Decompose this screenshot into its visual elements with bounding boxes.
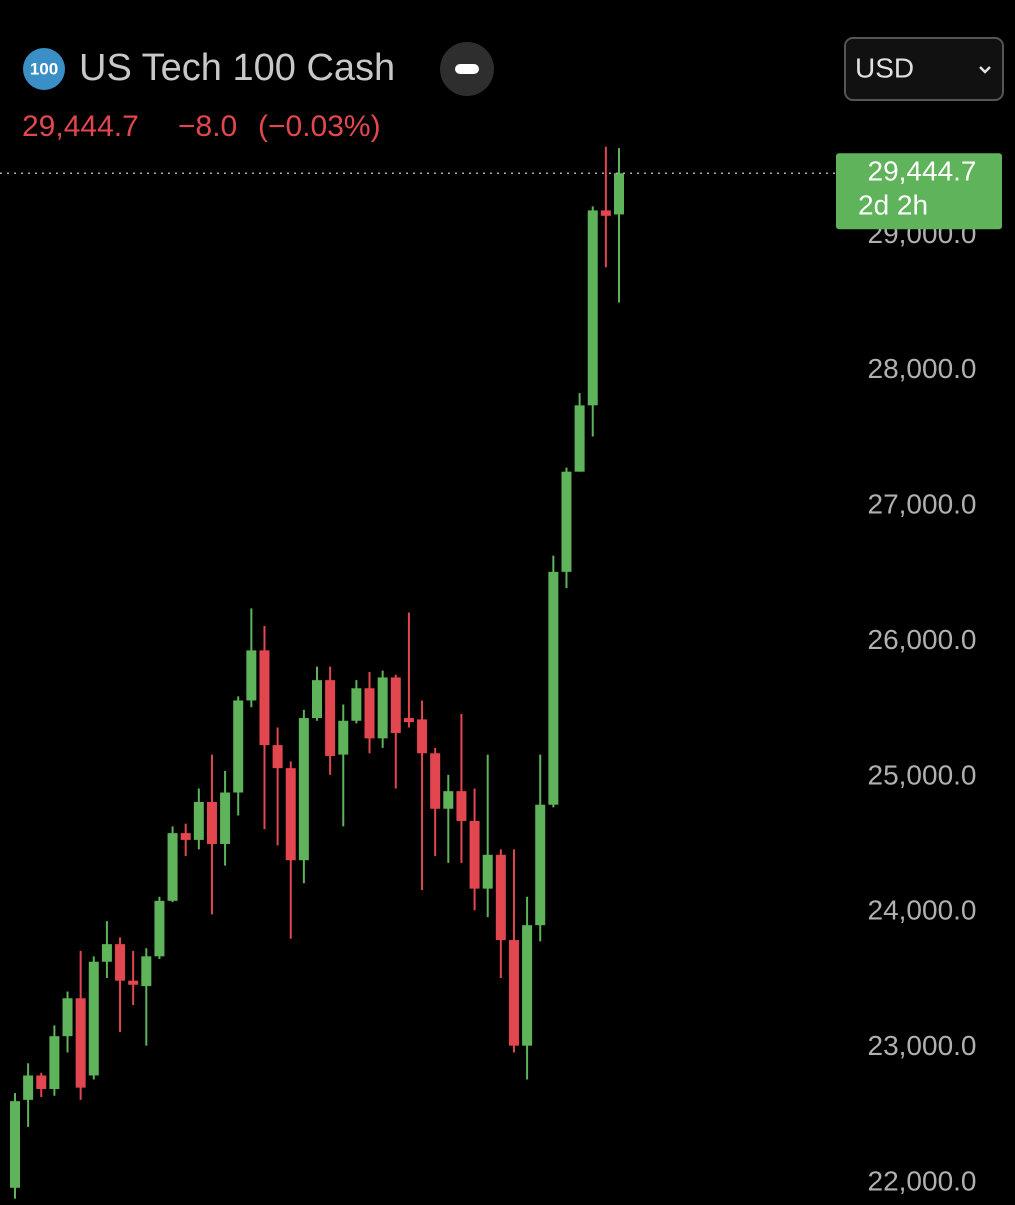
candle-body — [75, 998, 86, 1088]
candle-body — [101, 944, 112, 962]
currency-text: USD — [855, 52, 914, 83]
candle-body — [351, 688, 362, 721]
candle-body — [390, 677, 401, 733]
badge — [23, 48, 65, 90]
y-tick-label: 23,000.0 — [868, 1030, 977, 1061]
candle-body — [403, 718, 414, 723]
candle-body — [220, 792, 231, 844]
candle-body — [141, 956, 152, 987]
candle-body — [600, 210, 611, 216]
minus-icon — [455, 64, 479, 74]
price-tag — [836, 153, 1002, 230]
candle-body — [574, 405, 585, 472]
candle-body — [154, 900, 165, 957]
y-tick-label: 24,000.0 — [868, 895, 977, 926]
candle-body — [417, 719, 428, 754]
candle-body — [285, 768, 296, 861]
candle-body — [206, 801, 217, 844]
candle-body — [180, 833, 191, 840]
candle-body — [469, 820, 480, 889]
y-tick-label: 26,000.0 — [868, 624, 977, 655]
y-tick-label: 22,000.0 — [868, 1165, 977, 1196]
candle-body — [10, 1101, 20, 1188]
candle-body — [587, 210, 598, 406]
candle-body — [456, 791, 467, 821]
candle-body — [495, 854, 506, 941]
candle-body — [193, 801, 204, 840]
candle-body — [535, 804, 546, 926]
candle-body — [364, 688, 375, 739]
badge-text: 100 — [30, 59, 58, 78]
candle-body — [430, 753, 441, 809]
candle-body — [88, 961, 99, 1076]
candle-body — [561, 471, 572, 572]
quote-change-pct: (−0.03%) — [258, 110, 381, 143]
candle-body — [49, 1036, 60, 1089]
candle-body — [508, 940, 519, 1046]
y-tick-label: 28,000.0 — [868, 353, 977, 384]
candle-body — [338, 720, 349, 755]
quote-change: −8.0 — [178, 110, 237, 143]
price-tag-timer: 2d 2h — [858, 190, 928, 221]
currency-select[interactable] — [844, 37, 1004, 101]
candle-body — [246, 650, 257, 701]
candle-body — [36, 1075, 47, 1089]
candle-body — [167, 833, 178, 901]
candle-body — [377, 677, 388, 739]
candle-body — [548, 571, 559, 805]
candle-body — [298, 718, 309, 861]
candle-body — [128, 980, 139, 985]
dropdown-chevron — [979, 66, 991, 74]
candle-body — [23, 1075, 34, 1100]
candle-body — [115, 944, 126, 981]
quote-price: 29,444.7 — [22, 110, 139, 143]
candle-body — [259, 650, 270, 746]
candle-body — [62, 998, 73, 1037]
candle-body — [272, 745, 283, 769]
price-tag-value: 29,444.7 — [868, 156, 977, 187]
candle-body — [614, 173, 624, 215]
candle-body — [312, 680, 322, 719]
y-tick-label: 25,000.0 — [868, 759, 977, 790]
candle-body — [522, 925, 533, 1046]
symbol-title: US Tech 100 Cash — [79, 47, 395, 89]
candle-body — [482, 854, 493, 889]
y-tick-label: 27,000.0 — [868, 489, 977, 520]
candle-body — [443, 791, 454, 809]
candle-body — [233, 700, 244, 793]
candle-body — [325, 680, 336, 756]
